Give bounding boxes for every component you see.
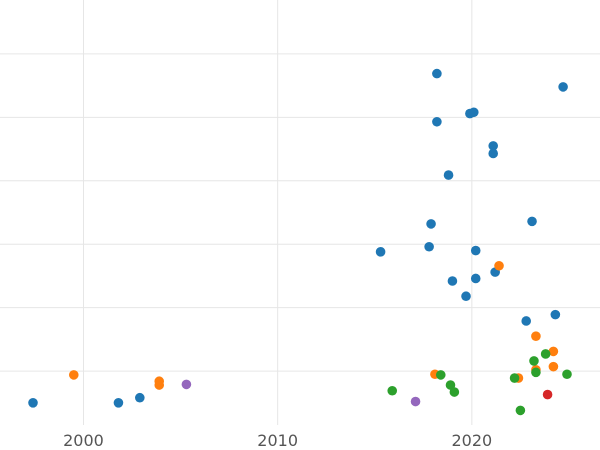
x-tick-label-0: 2000 (63, 431, 104, 450)
data-point-s2-8 (540, 349, 551, 359)
data-point-s0-3 (375, 247, 386, 257)
data-point-s2-6 (529, 356, 539, 366)
data-point-s0-12 (468, 107, 479, 118)
data-point-s0-14 (470, 273, 481, 284)
data-point-s0-21 (558, 82, 568, 92)
data-point-s1-0 (68, 370, 79, 380)
data-point-s1-8 (548, 346, 559, 357)
data-point-s0-10 (461, 291, 471, 302)
data-point-s0-4 (424, 241, 434, 252)
data-point-s1-2 (154, 380, 165, 390)
x-axis-ticks: 2000 2010 2020 (63, 431, 492, 450)
data-point-s1-6 (531, 331, 541, 341)
data-point-s1-4 (494, 260, 504, 271)
data-point-s2-1 (435, 370, 446, 380)
x-tick-label-2: 2020 (451, 431, 492, 450)
data-point-s2-0 (387, 385, 398, 396)
x-tick-label-1: 2010 (257, 431, 298, 450)
data-point-s0-6 (432, 116, 442, 127)
data-point-s0-15 (488, 141, 499, 151)
data-point-s2-4 (509, 373, 520, 383)
gridlines (0, 0, 600, 425)
data-point-s0-9 (447, 276, 458, 286)
data-point-s0-13 (470, 245, 481, 256)
data-point-s0-7 (432, 68, 442, 79)
data-point-s2-9 (562, 369, 572, 380)
data-point-s1-9 (548, 361, 559, 372)
data-point-s0-8 (443, 170, 454, 180)
data-point-s0-0 (28, 397, 38, 408)
data-point-s0-18 (521, 316, 532, 326)
data-point-s4-1 (410, 396, 421, 407)
data-point-s2-7 (531, 367, 541, 378)
data-point-s0-2 (135, 392, 145, 403)
data-point-s2-2 (445, 380, 456, 390)
data-point-s4-0 (181, 379, 192, 390)
data-point-s0-5 (426, 219, 436, 229)
data-point-s0-16 (488, 148, 499, 159)
data-points (28, 68, 572, 416)
data-point-s3-0 (542, 389, 553, 400)
data-point-s0-1 (113, 397, 124, 408)
data-point-s2-3 (449, 387, 460, 397)
data-point-s0-19 (527, 216, 537, 227)
data-point-s2-5 (515, 405, 526, 416)
data-point-s0-20 (550, 309, 561, 320)
